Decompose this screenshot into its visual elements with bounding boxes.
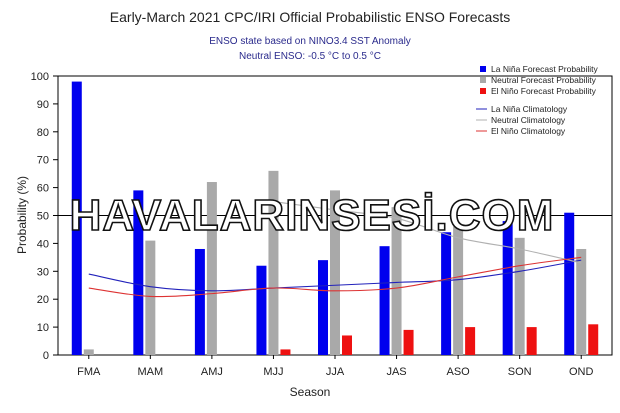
y-tick-label: 30	[37, 266, 49, 278]
bar-lanina-fma	[71, 81, 82, 355]
legend-label: El Niño Forecast Probability	[491, 86, 597, 96]
y-tick-label: 100	[31, 71, 49, 83]
bar-lanina-mjj	[256, 265, 267, 355]
chart-subtitle-2: Neutral ENSO: -0.5 °C to 0.5 °C	[239, 51, 381, 62]
x-tick-label-jja: JJA	[326, 366, 345, 378]
bar-neutral-aso	[453, 226, 464, 355]
bar-elnino-ond	[588, 324, 599, 355]
bar-elnino-aso	[465, 327, 476, 355]
bar-neutral-mam	[145, 240, 156, 355]
bar-neutral-jas	[391, 207, 402, 355]
y-tick-label: 20	[37, 294, 49, 306]
legend-label: Neutral Climatology	[491, 115, 566, 125]
x-tick-label-jas: JAS	[386, 366, 406, 378]
x-tick-label-ond: OND	[569, 366, 594, 378]
bar-elnino-jas	[403, 329, 414, 355]
plot-area: 0 10 20 30 40 50 60 70 80 90 100 FMA MAM AMJ MJJ JJA JAS…	[31, 71, 613, 378]
y-tick-label: 10	[37, 322, 49, 334]
y-tick-label: 80	[37, 127, 49, 139]
y-axis-label: Probability (%)	[15, 176, 29, 254]
x-tick-label-amj: AMJ	[201, 366, 223, 378]
bar-lanina-aso	[441, 232, 452, 355]
x-tick-label-son: SON	[508, 366, 532, 378]
legend-label: La Niña Climatology	[491, 104, 568, 114]
climatology-line-neutral	[273, 201, 582, 264]
y-tick-label: 40	[37, 238, 49, 250]
bar-neutral-son	[514, 237, 525, 355]
x-tick-label-fma: FMA	[77, 366, 101, 378]
bar-elnino-jja	[342, 335, 352, 355]
y-tick-label: 60	[37, 183, 49, 195]
y-tick-label: 90	[37, 99, 49, 111]
chart-subtitle-1: ENSO state based on NINO3.4 SST Anomaly	[209, 36, 411, 47]
y-tick-label: 0	[43, 350, 49, 362]
watermark-text: HAVALARINSESİ.COM	[70, 191, 555, 240]
bar-neutral-amj	[206, 182, 217, 355]
bar-lanina-jas	[379, 246, 390, 355]
bar-neutral-jja	[330, 190, 340, 355]
x-axis-label: Season	[290, 385, 331, 399]
climatology-line-elnino	[88, 256, 582, 298]
climatology-line-lanina	[88, 259, 582, 292]
legend-swatch-neutral	[480, 77, 486, 83]
legend-label: La Niña Forecast Probability	[491, 64, 599, 74]
bar-lanina-ond	[564, 212, 575, 355]
bar-neutral-mjj	[268, 170, 279, 355]
legend-label: Neutral Forecast Probability	[491, 75, 597, 85]
x-tick-label-mam: MAM	[137, 366, 163, 378]
bar-lanina-mam	[133, 190, 144, 355]
legend-swatch-elnino	[480, 88, 486, 94]
bar-lanina-amj	[194, 248, 205, 355]
legend-swatch-lanina	[480, 66, 486, 72]
x-tick-label-mjj: MJJ	[263, 366, 283, 378]
legend-label: El Niño Climatology	[491, 126, 566, 136]
bar-neutral-fma	[83, 349, 94, 355]
chart-title: Early-March 2021 CPC/IRI Official Probab…	[110, 9, 510, 25]
y-tick-label: 70	[37, 155, 49, 167]
bar-elnino-son	[526, 327, 537, 355]
bar-neutral-ond	[576, 248, 587, 355]
bar-lanina-jja	[318, 260, 328, 355]
y-tick-label: 50	[37, 211, 49, 223]
bar-elnino-mjj	[280, 349, 291, 355]
x-tick-label-aso: ASO	[446, 366, 470, 378]
bar-lanina-son	[502, 221, 513, 355]
